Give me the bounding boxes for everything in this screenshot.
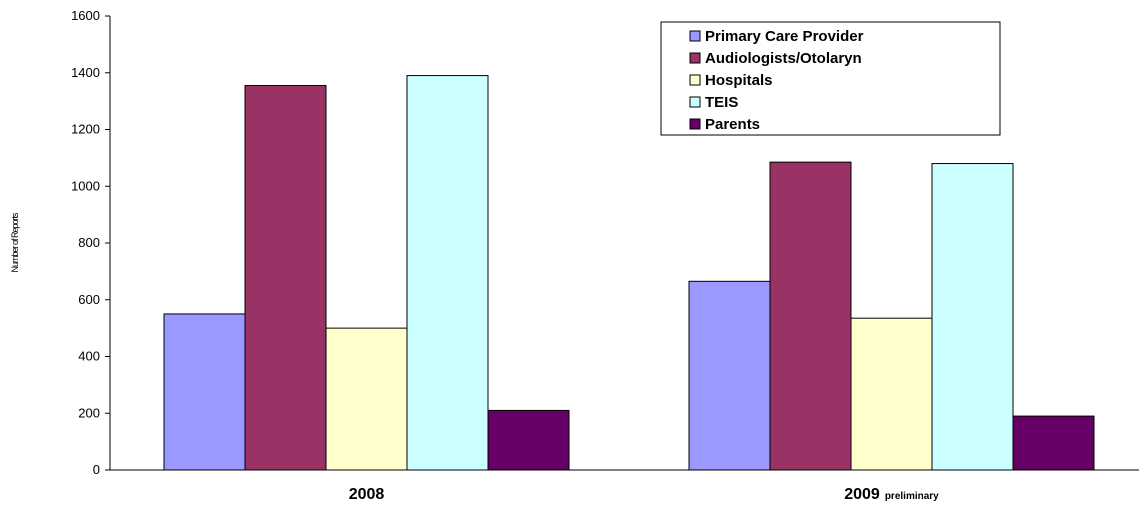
bar-hospitals-2008 xyxy=(325,327,408,471)
y-tick-label: 400 xyxy=(78,349,100,364)
legend-label: Audiologists/Otolaryn xyxy=(705,50,862,67)
x-category-label: 2009 preliminary xyxy=(844,486,939,503)
legend-label: Parents xyxy=(705,116,760,133)
legend-label: Hospitals xyxy=(705,72,773,89)
legend-swatch xyxy=(689,118,701,130)
legend-swatch xyxy=(689,52,701,64)
y-tick-label: 1200 xyxy=(71,122,100,137)
legend-swatch xyxy=(689,96,701,108)
x-category-label: 2008 xyxy=(349,486,385,503)
legend-label: TEIS xyxy=(705,94,738,111)
legend-swatch xyxy=(689,74,701,86)
y-tick-label: 800 xyxy=(78,235,100,250)
bar-teis-2009 xyxy=(931,163,1014,471)
y-tick-label: 1400 xyxy=(71,65,100,80)
bar-parents-2009 xyxy=(1012,415,1095,471)
bar-audiologists-otolaryn-2008 xyxy=(244,85,327,471)
legend-box xyxy=(660,21,1001,136)
x-category-suffix: preliminary xyxy=(885,491,939,502)
y-tick-label: 1600 xyxy=(71,8,100,23)
bar-audiologists-otolaryn-2009 xyxy=(769,161,852,471)
bar-primary-care-provider-2009 xyxy=(688,280,771,471)
bar-primary-care-provider-2008 xyxy=(163,313,246,471)
y-tick-label: 0 xyxy=(93,462,100,477)
bar-parents-2008 xyxy=(487,409,570,471)
y-tick-label: 200 xyxy=(78,405,100,420)
bar-teis-2008 xyxy=(406,75,489,471)
legend-swatch xyxy=(689,30,701,42)
y-axis-title: Number of Reports xyxy=(10,212,20,273)
bar-hospitals-2009 xyxy=(850,317,933,471)
y-tick-label: 1000 xyxy=(71,178,100,193)
y-tick-label: 600 xyxy=(78,292,100,307)
legend-label: Primary Care Provider xyxy=(705,28,864,45)
